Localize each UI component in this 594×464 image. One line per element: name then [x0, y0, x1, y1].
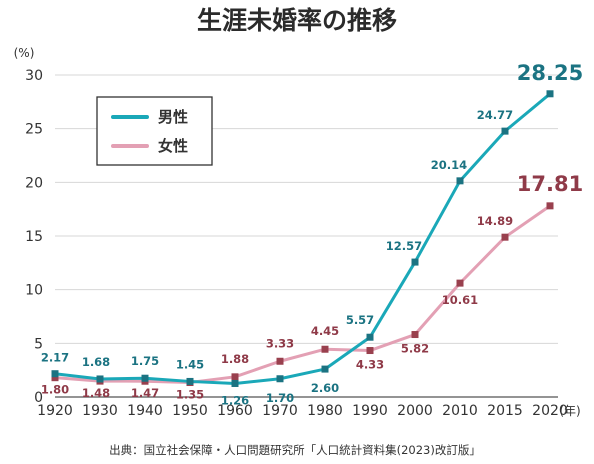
- data-label-female: 14.89: [477, 214, 513, 228]
- data-label-male: 1.26: [221, 393, 249, 407]
- data-label-female: 10.61: [442, 293, 478, 307]
- data-label-male: 12.57: [386, 239, 422, 253]
- data-point-female: [546, 202, 554, 210]
- x-tick-label: 1920: [37, 403, 73, 419]
- x-tick-label: 1990: [352, 403, 388, 419]
- x-tick-label: 2020: [532, 403, 568, 419]
- data-label-male: 20.14: [431, 158, 467, 172]
- data-label-male: 1.70: [266, 391, 294, 405]
- data-point-female: [501, 233, 509, 241]
- data-point-female: [366, 347, 374, 355]
- data-point-male: [501, 127, 509, 135]
- data-label-female: 1.47: [131, 386, 159, 400]
- y-tick-label: 0: [34, 390, 43, 406]
- data-label-male: 1.68: [82, 355, 110, 369]
- data-point-female: [231, 373, 239, 381]
- data-label-male: 2.17: [41, 351, 69, 365]
- data-label-female: 1.48: [82, 386, 110, 400]
- series-line-male: [53, 92, 552, 385]
- y-tick-label: 10: [25, 283, 43, 299]
- x-tick-label: 2010: [442, 403, 478, 419]
- data-labels: 2.17 1.68 1.75 1.45 1.26 1.70 2.60 5.57 12.57 20.…: [41, 61, 583, 408]
- x-tick-label: 1980: [307, 403, 343, 419]
- data-label-female: 5.82: [401, 342, 429, 356]
- x-tick-label: 2000: [397, 403, 433, 419]
- y-tick-label: 25: [25, 122, 43, 138]
- data-label-female: 1.88: [221, 352, 249, 366]
- legend-label-female: 女性: [158, 137, 188, 155]
- y-tick-label: 20: [25, 175, 43, 191]
- data-label-female: 17.81: [517, 172, 583, 196]
- legend-label-male: 男性: [158, 108, 188, 126]
- data-point-male: [186, 377, 194, 385]
- x-tick-label: 1970: [262, 403, 298, 419]
- data-label-male: 5.57: [346, 313, 374, 327]
- x-tick-label: 1930: [82, 403, 118, 419]
- data-label-male: 1.45: [176, 357, 204, 371]
- series-line-female: [53, 204, 552, 385]
- data-point-male: [96, 375, 104, 383]
- data-label-male: 1.75: [131, 354, 159, 368]
- y-tick-label: 30: [25, 68, 43, 84]
- data-point-female: [456, 279, 464, 287]
- x-axis-unit: (年): [559, 404, 580, 418]
- data-point-female: [321, 345, 329, 353]
- y-axis-ticks: 0 5 10 15 20 25 30: [25, 68, 43, 406]
- data-point-female: [51, 374, 59, 382]
- legend-box: [96, 96, 213, 166]
- data-label-female: 1.80: [41, 383, 69, 397]
- data-point-male: [411, 258, 419, 266]
- data-point-female: [276, 357, 284, 365]
- series-lines: [51, 90, 554, 387]
- data-label-female: 4.45: [311, 324, 339, 338]
- data-point-male: [231, 379, 239, 387]
- data-point-male: [141, 374, 149, 382]
- x-tick-label: 1940: [127, 403, 163, 419]
- x-tick-label: 1950: [172, 403, 208, 419]
- data-label-male: 24.77: [477, 108, 513, 122]
- data-point-male: [276, 375, 284, 383]
- data-point-female: [411, 331, 419, 339]
- data-label-male: 2.60: [311, 381, 339, 395]
- data-point-male: [456, 177, 464, 185]
- data-label-female: 4.33: [356, 358, 384, 372]
- source-note: 出典：国立社会保障・人口問題研究所「人口統計資料集(2023)改訂版」: [109, 443, 481, 457]
- data-point-male: [546, 90, 554, 98]
- x-tick-label: 2015: [487, 403, 523, 419]
- chart-title: 生涯未婚率の推移: [197, 6, 397, 35]
- data-label-female: 3.33: [266, 336, 294, 350]
- data-point-male: [366, 333, 374, 341]
- data-point-male: [51, 370, 59, 378]
- data-label-female: 1.35: [176, 388, 204, 402]
- legend: 男性 女性: [96, 96, 213, 166]
- x-axis-ticks: 1920 1930 1940 1950 1960 1970 1980 1990 2000 2010…: [37, 403, 568, 419]
- y-tick-label: 5: [34, 336, 43, 352]
- y-tick-label: 15: [25, 229, 43, 245]
- x-tick-label: 1960: [217, 403, 253, 419]
- y-axis-unit: (%): [14, 46, 35, 60]
- grid: [55, 74, 558, 398]
- data-point-male: [321, 365, 329, 373]
- data-label-male: 28.25: [517, 61, 583, 85]
